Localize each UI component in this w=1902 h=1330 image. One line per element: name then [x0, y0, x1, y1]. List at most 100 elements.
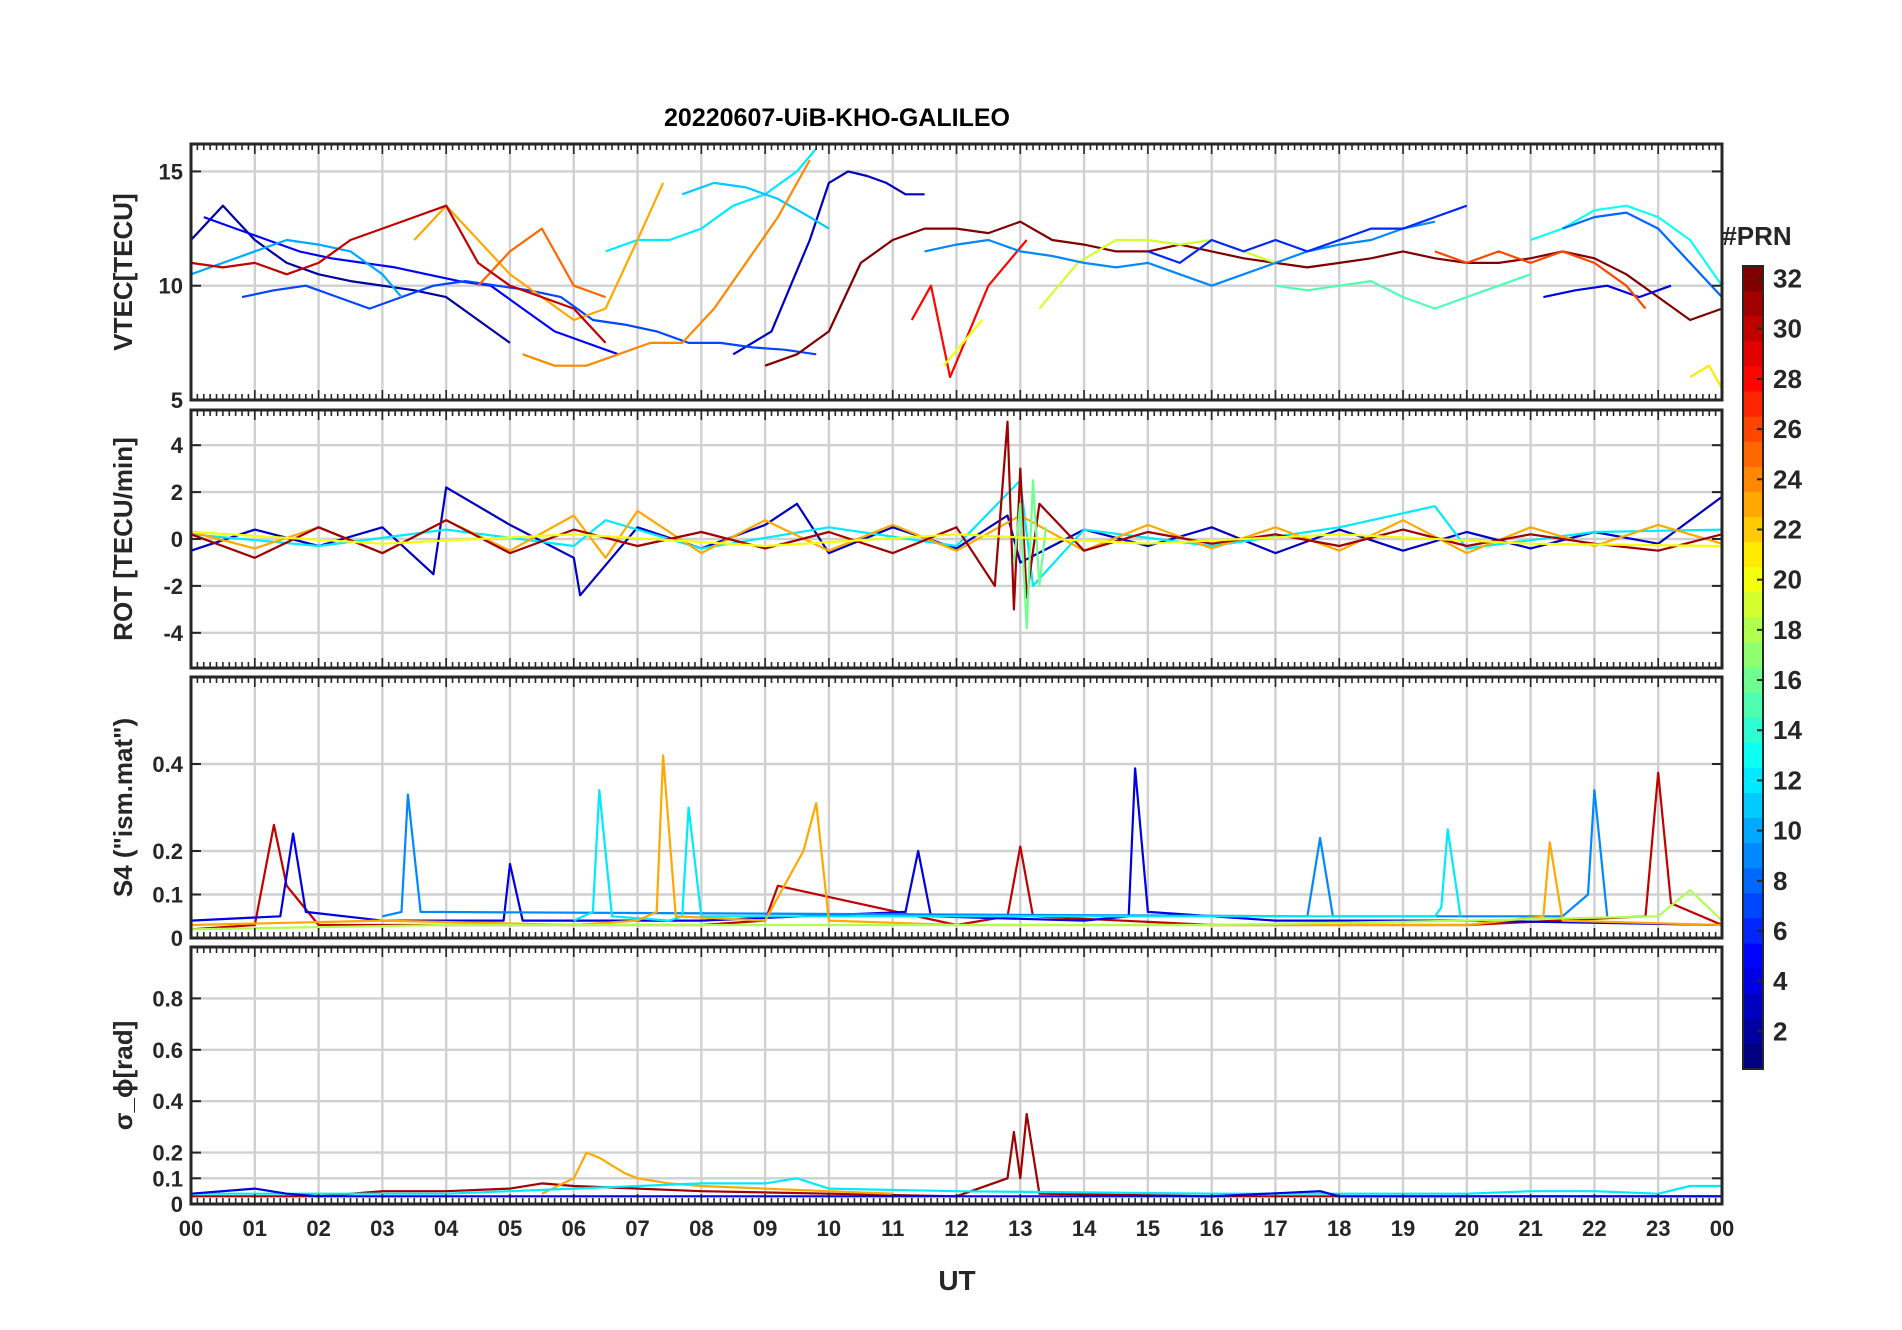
colorbar-segment [1743, 466, 1763, 493]
colorbar-tick-label: 18 [1773, 615, 1802, 645]
colorbar-frame [1742, 265, 1764, 1070]
colorbar-segment [1743, 993, 1763, 1020]
colorbar-tick-label: 26 [1773, 414, 1802, 444]
x-tick-label: 00 [179, 1216, 203, 1241]
colorbar-tick-label: 10 [1773, 816, 1802, 846]
x-tick-label: 12 [944, 1216, 968, 1241]
colorbar-tick-label: 14 [1773, 715, 1802, 745]
series-line-prn-2 [191, 204, 511, 344]
colorbar-segment [1743, 516, 1763, 543]
series-line-prn-6 [1147, 204, 1468, 264]
y-tick-label: 0.2 [152, 839, 183, 864]
colorbar-tick-label: 24 [1773, 464, 1802, 494]
colorbar-tick-label: 8 [1773, 866, 1787, 896]
x-tick-label: 17 [1263, 1216, 1287, 1241]
y-tick-label: -2 [163, 574, 183, 599]
colorbar-segment [1743, 843, 1763, 869]
colorbar-segment [1743, 792, 1763, 819]
series-line-prn-20 [942, 319, 983, 367]
y-tick-label: 0 [171, 1192, 183, 1217]
series-line-prn-16 [1012, 479, 1047, 630]
x-tick-label: 07 [625, 1216, 649, 1241]
panel-2: -4 -2 0 2 4 ROT [TECU/min] [108, 408, 1724, 670]
series-line-prn-25 [477, 227, 606, 299]
colorbar-segment [1743, 1018, 1763, 1045]
series-group [191, 147, 1722, 390]
series-line-prn-3 [191, 486, 1722, 597]
x-tick-label: 06 [562, 1216, 586, 1241]
y-tick-label: -4 [163, 621, 183, 646]
colorbar-segment [1743, 943, 1763, 970]
colorbar-tick-label: 4 [1773, 966, 1788, 996]
series-group [191, 754, 1722, 931]
series-line-prn-12 [605, 147, 818, 253]
x-tick-label: 09 [753, 1216, 777, 1241]
colorbar-segment [1743, 717, 1763, 744]
colorbar-segment [1743, 1043, 1763, 1070]
colorbar-tick-label: 30 [1773, 314, 1802, 344]
panel-3: 0 0.1 0.2 0.4 S4 ("ism.mat") [108, 675, 1724, 951]
series-line-prn-10 [191, 238, 403, 298]
x-tick-label: 04 [434, 1216, 459, 1241]
series-line-prn-12 [573, 788, 1462, 922]
series-line-prn-32 [764, 220, 1722, 367]
x-tick-label: 21 [1518, 1216, 1542, 1241]
panel-1: 5 10 15 VTEC[TECU] [108, 142, 1724, 413]
series-line-prn-31 [191, 420, 1722, 611]
series-line-prn-5 [203, 216, 619, 356]
y-tick-label: 0.1 [152, 1166, 183, 1191]
colorbar-segment [1743, 767, 1763, 794]
colorbar-tick-label: 20 [1773, 565, 1802, 595]
series-line-prn-15 [1275, 273, 1531, 310]
series-line-prn-4 [1543, 284, 1672, 299]
colorbar-tick-label: 28 [1773, 364, 1802, 394]
y-tick-label: 2 [171, 480, 183, 505]
x-tick-label: 05 [498, 1216, 522, 1241]
colorbar-segment [1743, 918, 1763, 945]
y-tick-label: 10 [159, 274, 183, 299]
colorbar-segment [1743, 642, 1763, 669]
x-tick-label: 14 [1072, 1216, 1097, 1241]
colorbar-segment [1743, 441, 1763, 468]
colorbar-segment [1743, 667, 1763, 694]
series-line-prn-23 [541, 1151, 893, 1195]
series-line-prn-4 [191, 767, 1722, 927]
x-axis-label: UT [938, 1265, 975, 1296]
y-tick-label: 0 [171, 926, 183, 951]
colorbar-segment [1743, 491, 1763, 518]
colorbar-segment [1743, 868, 1763, 894]
colorbar-segment [1743, 692, 1763, 719]
y-tick-label: 0 [171, 527, 183, 552]
x-tick-label: 16 [1199, 1216, 1223, 1241]
y-tick-label: 0.6 [152, 1038, 183, 1063]
y-tick-label: 0.2 [152, 1141, 183, 1166]
colorbar-segment [1743, 818, 1763, 844]
colorbar-label: #PRN [1722, 221, 1791, 251]
colorbar-segment [1743, 542, 1763, 568]
series-line-prn-11 [681, 181, 830, 230]
colorbar-segment [1743, 366, 1763, 393]
series-line-prn-9 [382, 788, 1609, 918]
colorbar-tick-label: 6 [1773, 916, 1787, 946]
x-tick-label: 02 [306, 1216, 330, 1241]
series-line-prn-8 [1562, 211, 1722, 298]
y-axis-label: ROT [TECU/min] [108, 437, 138, 641]
colorbar-segment [1743, 592, 1763, 618]
colorbar-tick-label: 22 [1773, 514, 1802, 544]
x-tick-label: 11 [881, 1216, 904, 1241]
y-tick-label: 0.4 [152, 752, 183, 777]
series-line-prn-20 [191, 530, 1722, 548]
series-line-prn-21 [1689, 364, 1722, 390]
y-tick-label: 15 [159, 159, 183, 184]
series-line-prn-23 [191, 754, 1722, 927]
x-tick-label: 22 [1582, 1216, 1606, 1241]
series-line-prn-24 [522, 159, 811, 367]
colorbar-segment [1743, 893, 1763, 920]
y-axis-label: σ_ϕ[rad] [108, 1021, 138, 1131]
colorbar-tick-label: 32 [1773, 264, 1802, 294]
x-tick-label: 03 [370, 1216, 394, 1241]
x-tick-label: 10 [817, 1216, 841, 1241]
y-axis-label: S4 ("ism.mat") [108, 718, 138, 897]
